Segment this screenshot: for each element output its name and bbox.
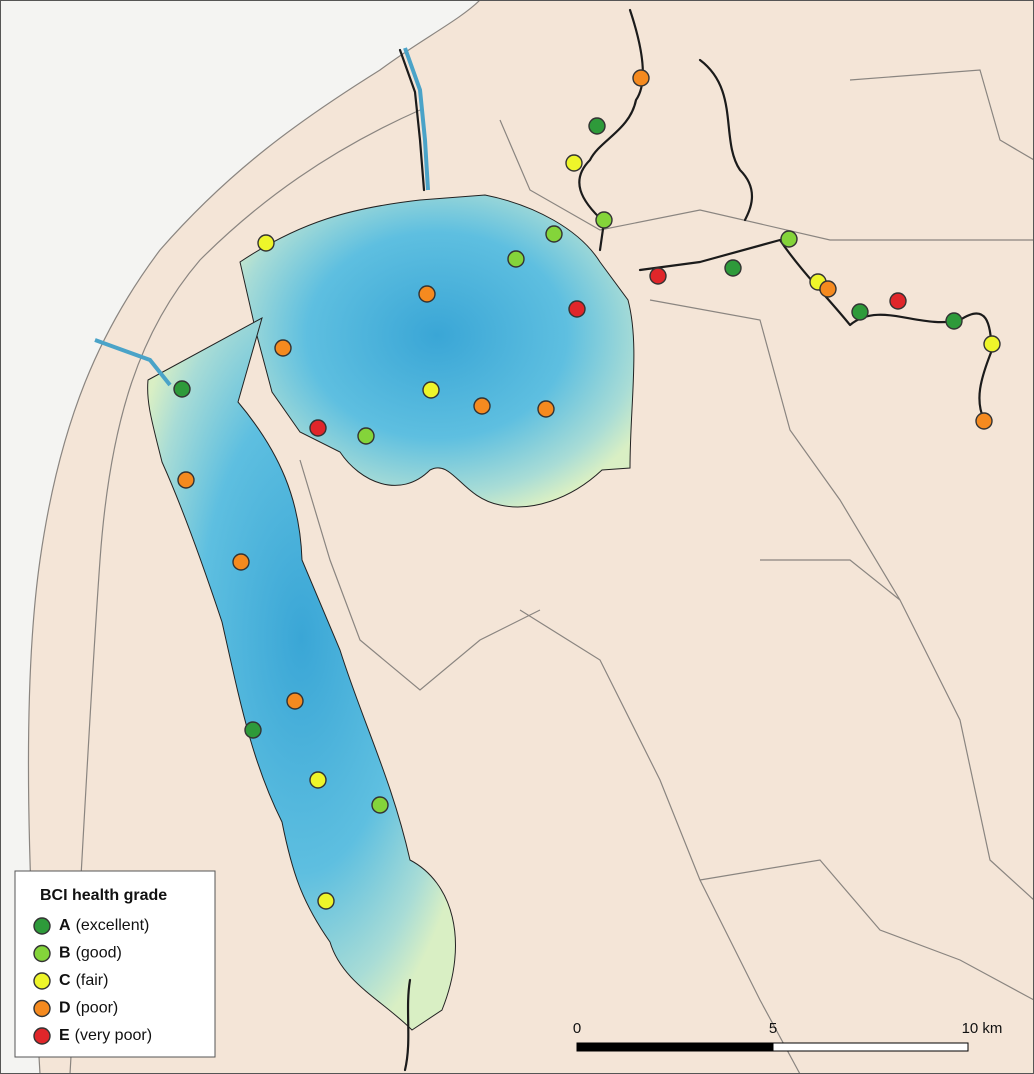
site-marker [983, 335, 1001, 353]
site-marker [257, 234, 275, 252]
site-marker [177, 471, 195, 489]
rivers [94, 8, 994, 1072]
channel [398, 48, 426, 192]
river [698, 58, 753, 222]
legend-entry: B (good) [59, 945, 122, 962]
site-marker [565, 154, 583, 172]
legend-grade: E [59, 1027, 70, 1044]
scale-segment [576, 1042, 774, 1052]
boundary [699, 859, 1034, 1001]
legend-grade: C [59, 972, 71, 989]
legend-label: (fair) [76, 972, 109, 989]
boundaries [69, 69, 1034, 1074]
boundary [499, 119, 1034, 241]
site-marker [371, 796, 389, 814]
river [403, 978, 412, 1072]
lagoon-north [239, 194, 635, 508]
site-marker [545, 225, 563, 243]
site-marker [309, 419, 327, 437]
site-marker [851, 303, 869, 321]
site-marker [286, 692, 304, 710]
site-marker [588, 117, 606, 135]
site-marker [632, 69, 650, 87]
sites [173, 69, 1001, 910]
legend-swatch [33, 944, 51, 963]
scale-bar: 0 5 10 km [573, 1020, 1003, 1052]
site-marker [819, 280, 837, 298]
site-marker [507, 250, 525, 268]
site-marker [780, 230, 798, 248]
legend-swatch [33, 999, 51, 1018]
legend-label: (poor) [76, 1000, 119, 1017]
site-marker [317, 892, 335, 910]
site-marker [357, 427, 375, 445]
scale-segment [772, 1042, 969, 1052]
site-marker [595, 211, 613, 229]
legend-grade: D [59, 1000, 71, 1017]
legend-entry: C (fair) [59, 972, 108, 989]
legend-entry: A (excellent) [59, 917, 149, 934]
legend-label: (good) [76, 945, 122, 962]
scale-label: 10 km [962, 1020, 1003, 1037]
site-marker [945, 312, 963, 330]
legend-swatch [33, 972, 51, 990]
site-marker [537, 400, 555, 418]
boundary [760, 559, 901, 601]
legend-label: (very poor) [75, 1027, 152, 1044]
site-marker [232, 553, 250, 571]
boundary [649, 299, 1034, 901]
scale-label: 0 [573, 1020, 581, 1037]
legend-label: (excellent) [76, 917, 150, 934]
legend-grade: B [59, 945, 71, 962]
river [578, 8, 644, 252]
site-marker [244, 721, 262, 739]
site-marker [309, 771, 327, 789]
legend-swatch [33, 917, 51, 935]
channel [94, 338, 172, 387]
site-marker [473, 397, 491, 415]
site-marker [173, 380, 191, 398]
site-marker [975, 412, 993, 430]
site-marker [274, 339, 292, 357]
boundary [69, 109, 421, 1074]
site-marker [889, 292, 907, 310]
legend-title: BCI health grade [40, 887, 167, 904]
site-marker [422, 381, 440, 399]
site-marker [649, 267, 667, 285]
boundary [519, 609, 801, 1074]
channel [403, 47, 430, 191]
site-marker [724, 259, 742, 277]
legend-swatch [33, 1027, 51, 1045]
scale-label: 5 [769, 1020, 777, 1037]
legend-entry: D (poor) [59, 1000, 118, 1017]
lagoon-south [147, 316, 456, 1031]
site-marker [568, 300, 586, 318]
boundary [849, 69, 1034, 161]
boundary [299, 459, 541, 691]
legend-box [14, 870, 216, 1058]
legend-entry: E (very poor) [59, 1027, 152, 1044]
legend: BCI health grade A (excellent) B (good) C (fa… [14, 870, 216, 1058]
site-marker [418, 285, 436, 303]
legend-grade: A [59, 917, 71, 934]
